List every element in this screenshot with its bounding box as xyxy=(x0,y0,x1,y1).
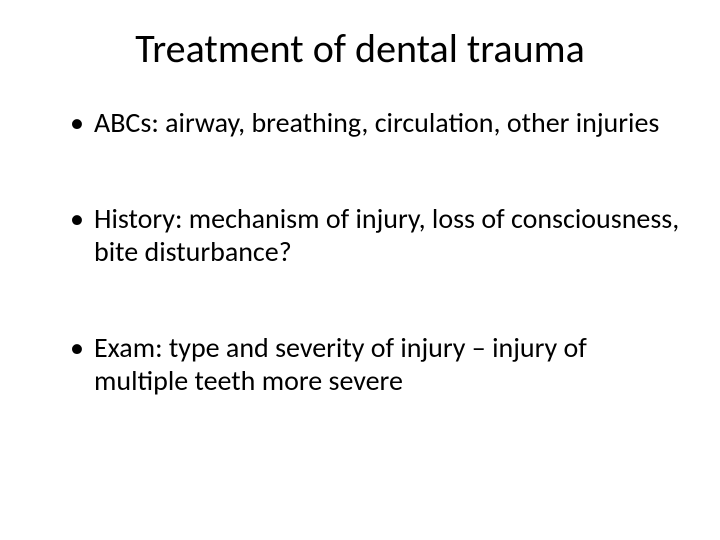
list-item: History: mechanism of injury, loss of co… xyxy=(70,202,680,269)
bullet-text: History: mechanism of injury, loss of co… xyxy=(94,201,679,270)
list-item: Exam: type and severity of injury – inju… xyxy=(70,331,680,398)
slide: Treatment of dental trauma ABCs: airway,… xyxy=(0,0,720,540)
slide-title: Treatment of dental trauma xyxy=(40,26,680,72)
bullet-text: ABCs: airway, breathing, circulation, ot… xyxy=(94,105,659,140)
list-item: ABCs: airway, breathing, circulation, ot… xyxy=(70,106,680,140)
bullet-list: ABCs: airway, breathing, circulation, ot… xyxy=(40,106,680,398)
bullet-text: Exam: type and severity of injury – inju… xyxy=(94,330,587,399)
